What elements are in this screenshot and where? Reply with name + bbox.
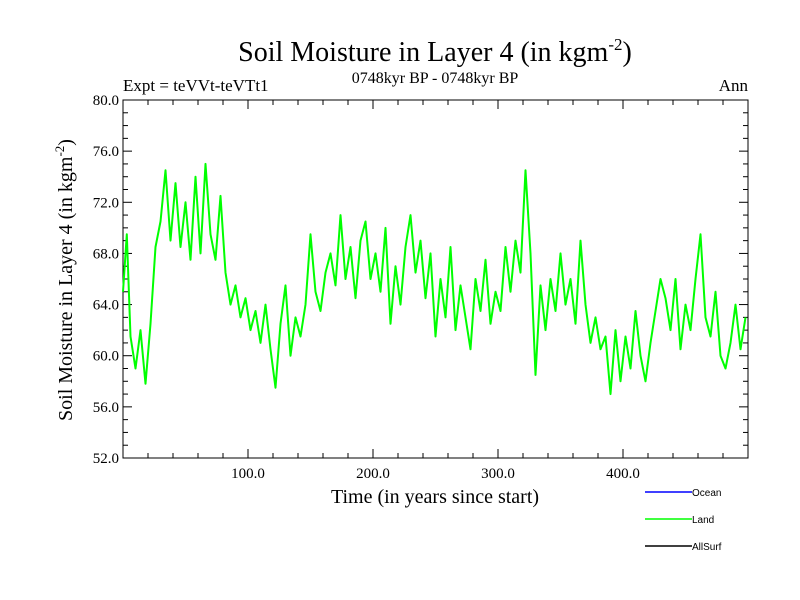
legend-label-land: Land <box>692 515 714 526</box>
x-axis-label: Time (in years since start) <box>331 486 539 508</box>
chart-title: Soil Moisture in Layer 4 (in kgm-2) <box>238 35 632 68</box>
x-tick-label: 300.0 <box>481 466 515 482</box>
legend-label-ocean: Ocean <box>692 488 721 499</box>
y-tick-label: 68.0 <box>93 246 119 262</box>
chart-title-sup: -2 <box>608 35 622 54</box>
x-tick-label: 100.0 <box>231 466 265 482</box>
y-axis-label: Soil Moisture in Layer 4 (in kgm-2) <box>52 139 77 421</box>
chart-title-close: ) <box>623 37 632 68</box>
y-axis-label-close: ) <box>55 139 77 146</box>
y-axis-label-sup: -2 <box>52 146 67 157</box>
x-tick-labels: 100.0 200.0 300.0 400.0 <box>231 466 640 482</box>
legend-label-allsurf: AllSurf <box>692 542 722 553</box>
y-axis-label-main: Soil Moisture in Layer 4 (in kgm <box>55 156 77 421</box>
y-tick-label: 80.0 <box>93 93 119 109</box>
season-label: Ann <box>719 76 749 95</box>
x-tick-label: 400.0 <box>606 466 640 482</box>
y-tick-label: 64.0 <box>93 298 119 314</box>
chart-subtitle: 0748kyr BP - 0748kyr BP <box>352 70 519 87</box>
series-line-land <box>122 162 747 396</box>
y-tick-label: 52.0 <box>93 451 119 467</box>
y-tick-label: 60.0 <box>93 349 119 365</box>
y-tick-labels: 52.0 56.0 60.0 64.0 68.0 72.0 76.0 80.0 <box>93 93 119 467</box>
plot-frame <box>122 99 749 459</box>
y-tick-label: 56.0 <box>93 400 119 416</box>
y-tick-label: 76.0 <box>93 144 119 160</box>
series-lines <box>122 162 747 396</box>
tick-group <box>123 99 748 459</box>
chart-title-main: Soil Moisture in Layer 4 (in kgm <box>238 37 608 68</box>
expt-label: Expt = teVVt-teVTt1 <box>123 76 269 95</box>
y-tick-label: 72.0 <box>93 195 119 211</box>
x-tick-label: 200.0 <box>356 466 390 482</box>
legend: Ocean Land AllSurf <box>645 488 722 553</box>
